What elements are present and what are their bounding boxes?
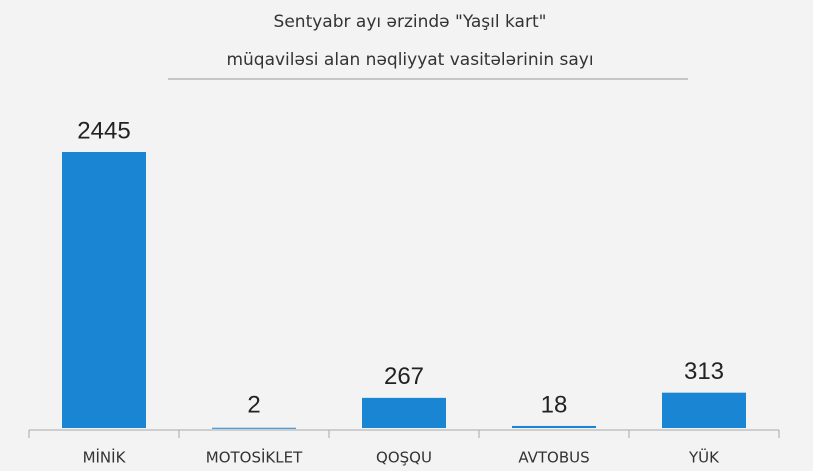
chart-title-line-2: müqaviləsi alan nəqliyyat vasitələrinin … (226, 50, 593, 70)
bar (62, 152, 146, 428)
data-label: 2445 (77, 117, 130, 144)
bar (212, 427, 296, 429)
x-tick-label: MOTOSİKLET (206, 448, 303, 467)
x-tick-label: YÜK (688, 448, 720, 467)
x-tick-label: QOŞQU (376, 449, 432, 467)
chart-title-line-1: Sentyabr ayı ərzində "Yaşıl kart" (274, 12, 547, 32)
bar (362, 397, 446, 428)
bar (512, 425, 596, 428)
bar (662, 392, 746, 428)
data-label: 18 (541, 391, 568, 418)
x-tick-label: MİNİK (83, 448, 127, 467)
x-tick-label: AVTOBUS (518, 449, 589, 467)
data-label: 313 (684, 358, 724, 385)
data-label: 267 (384, 363, 424, 390)
data-label: 2 (247, 391, 260, 418)
